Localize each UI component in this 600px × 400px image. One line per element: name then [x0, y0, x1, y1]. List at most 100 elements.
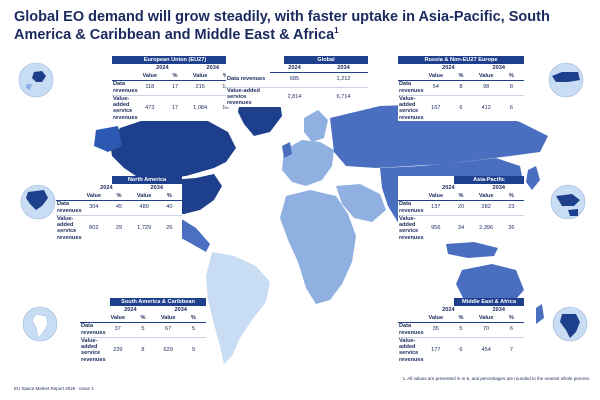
globe-icon-russia — [548, 62, 584, 98]
map-region-uk — [282, 142, 292, 158]
cell: 473 — [145, 105, 155, 112]
year-2034: 2034 — [206, 64, 219, 71]
year-2034: 2034 — [492, 306, 505, 313]
panel-russia: Russia & Non-EU27 Europe 2024 2034 Value%… — [398, 56, 524, 122]
title-footnote-marker: 1 — [334, 26, 339, 36]
map-region-new-zealand — [536, 304, 544, 324]
row-label-data: Data revenues — [398, 322, 424, 338]
cell: 7 — [509, 347, 513, 354]
cell: 35 — [423, 322, 449, 338]
year-2024: 2024 — [442, 64, 455, 71]
col-pct: % — [448, 314, 474, 323]
map-region-canada — [110, 116, 236, 180]
cell: 40 — [156, 200, 182, 216]
globe-icon-asia-pacific — [550, 184, 586, 220]
col-pct: % — [498, 192, 524, 201]
globe-icon-north-america — [20, 184, 56, 220]
cell: 304 — [81, 200, 107, 216]
globe-icon-eu27 — [18, 62, 54, 98]
map-region-scandinavia — [304, 110, 328, 142]
cell: 137 — [423, 200, 449, 216]
cell: 29 — [115, 225, 123, 232]
page-title-text: Global EO demand will grow steadily, wit… — [14, 9, 550, 43]
year-2024: 2024 — [442, 184, 455, 191]
footnote: 1. All values are presented in m €, and … — [402, 376, 590, 381]
col-pct: % — [212, 72, 238, 81]
cell: 6 — [498, 322, 524, 338]
col-pct: % — [498, 72, 524, 81]
cell: 2,814 — [287, 93, 302, 100]
year-2024: 2024 — [124, 306, 137, 313]
cell: 8 — [141, 347, 145, 354]
col-pct: % — [498, 314, 524, 323]
cell: 282 — [473, 200, 499, 216]
cell: 6 — [459, 105, 463, 112]
map-region-indonesia — [446, 242, 498, 258]
cell: 17 — [162, 80, 188, 96]
cell: 6 — [459, 347, 463, 354]
cell: 54 — [423, 80, 449, 96]
panel-title: Global — [284, 56, 368, 64]
map-region-eu27 — [282, 140, 334, 186]
col-value: Value — [131, 192, 157, 201]
cell: 26 — [166, 225, 173, 232]
panel-south-america: South America & Caribbean 2024 2034 Value… — [80, 298, 206, 364]
cell: 17 — [171, 105, 179, 112]
year-2034: 2034 — [150, 184, 163, 191]
year-2024: 2024 — [442, 306, 455, 313]
cell: 45 — [106, 200, 132, 216]
panel-title: South America & Caribbean — [110, 298, 206, 306]
cell: 215 — [187, 80, 213, 96]
row-label-data: Data revenues — [398, 80, 424, 96]
cell: 412 — [481, 105, 491, 112]
cell: 23 — [498, 200, 524, 216]
col-value: Value — [81, 192, 107, 201]
col-pct: % — [130, 314, 156, 323]
cell: 480 — [131, 200, 157, 216]
panel-title: Russia & Non-EU27 Europe — [398, 56, 524, 64]
cell: 118 — [137, 80, 163, 96]
cell: 8 — [448, 80, 474, 96]
cell: 6 — [509, 105, 513, 112]
cell: 177 — [431, 347, 441, 354]
col-value: Value — [137, 72, 163, 81]
panel-title: Middle East & Africa — [454, 298, 524, 306]
year-2034: 2034 — [174, 306, 187, 313]
row-label-vas: Value-added service revenues — [227, 87, 260, 107]
cell: 1,084 — [193, 105, 208, 112]
col-pct: % — [106, 192, 132, 201]
row-label-vas: Value-added service revenues — [113, 95, 138, 121]
row-label-data: Data revenues — [112, 80, 138, 96]
cell: 1,212 — [319, 72, 368, 88]
col-pct: % — [162, 72, 188, 81]
cell: 239 — [113, 347, 123, 354]
map-region-middle-east — [336, 184, 386, 222]
row-label-data: Data revenues — [56, 200, 82, 216]
cell: 629 — [163, 347, 173, 354]
col-pct: % — [448, 72, 474, 81]
cell: 5 — [448, 322, 474, 338]
cell: 1,729 — [137, 225, 152, 232]
cell: 16 — [222, 105, 229, 112]
cell: 167 — [431, 105, 441, 112]
cell: 5 — [180, 322, 206, 338]
col-value: Value — [423, 314, 449, 323]
panel-global: Global 2024 2034 Data revenues 685 1,212 Va… — [226, 56, 368, 107]
row-label-vas: Value-added service revenues — [81, 337, 106, 363]
panel-north-america: North America 2024 2034 Value% Value% Data… — [56, 176, 182, 242]
row-label-data: Data revenues — [80, 322, 106, 338]
col-pct: % — [448, 192, 474, 201]
map-region-africa — [280, 190, 356, 304]
globe-icon-middle-east-africa — [552, 306, 588, 342]
panel-title: Asia-Pacific — [454, 176, 524, 184]
globe-icon-south-america — [22, 306, 58, 342]
col-value: Value — [187, 72, 213, 81]
col-value: Value — [155, 314, 181, 323]
map-region-australia — [456, 264, 524, 308]
row-label-vas: Value-added service revenues — [399, 95, 424, 121]
cell: 9 — [191, 347, 195, 354]
page-title: Global EO demand will grow steadily, wit… — [14, 8, 594, 44]
col-value: Value — [473, 314, 499, 323]
map-region-japan — [526, 166, 540, 190]
col-value: Value — [473, 192, 499, 201]
